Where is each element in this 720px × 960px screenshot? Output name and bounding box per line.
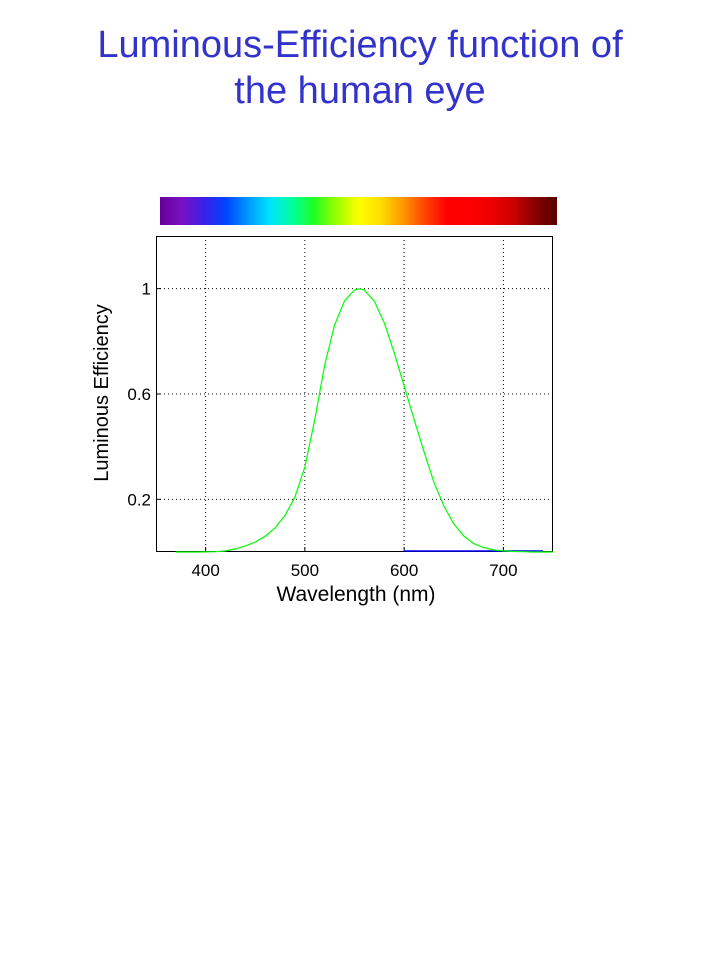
series-layer	[175, 288, 553, 553]
grid-lines	[156, 236, 553, 552]
luminous-efficiency-curve	[175, 288, 553, 553]
y-tick-label: 0.6	[127, 385, 151, 404]
tick-labels: 400 500 600 700 0.2 0.6 1	[127, 280, 517, 580]
title-line-1: Luminous-Efficiency function of	[97, 24, 623, 66]
y-tick-label: 0.2	[127, 490, 151, 509]
slide-title: Luminous-Efficiency function of the huma…	[0, 22, 720, 114]
x-tick-label: 400	[191, 561, 219, 580]
x-tick-label: 600	[390, 561, 418, 580]
y-axis-label: Luminous Efficiency	[91, 304, 113, 482]
x-tick-label: 700	[489, 561, 517, 580]
x-tick-label: 500	[291, 561, 319, 580]
title-line-2: the human eye	[234, 70, 486, 112]
x-axis-label: Wavelength (nm)	[276, 583, 435, 606]
visible-spectrum-colorbar	[160, 197, 557, 225]
y-tick-label: 1	[142, 280, 151, 299]
